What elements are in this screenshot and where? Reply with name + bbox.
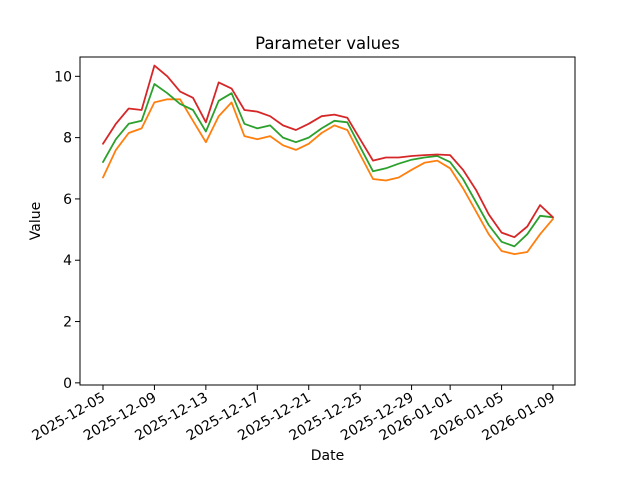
y-tick-label: 10 (54, 69, 72, 85)
x-axis-label: Date (311, 448, 344, 464)
series-line-red (102, 64, 554, 239)
y-axis-label: Value (28, 202, 44, 240)
x-axis-ticks: 2025-12-052025-12-092025-12-132025-12-17… (30, 385, 558, 444)
y-tick-label: 2 (63, 315, 72, 331)
y-tick-label: 4 (63, 253, 72, 269)
y-tick-label: 8 (63, 131, 72, 147)
series-line-orange (102, 98, 554, 256)
y-tick-label: 0 (63, 376, 72, 392)
data-series-lines (102, 64, 554, 256)
chart-title: Parameter values (255, 34, 400, 53)
series-line-green (102, 83, 554, 248)
y-tick-label: 6 (63, 192, 72, 208)
plot-frame (79, 56, 576, 386)
y-axis-ticks: 0 2 4 6 8 10 (54, 69, 80, 392)
